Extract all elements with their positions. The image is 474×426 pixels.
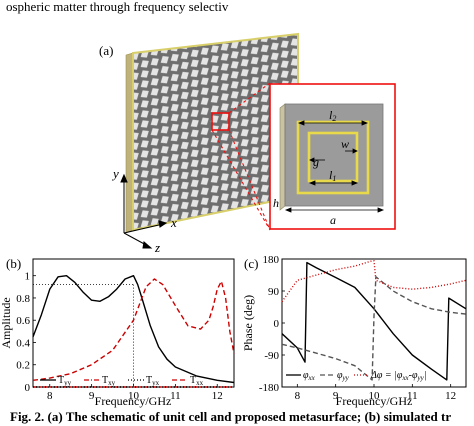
dim-label-w: w [341, 137, 349, 151]
y-tick-label: -90 [264, 350, 279, 362]
dim-label-g: g [313, 155, 319, 169]
y-tick-label: 90 [268, 286, 280, 298]
axis-triad [120, 173, 168, 249]
panel-a: (a) l2 g [99, 32, 396, 255]
y-tick-label: 0.2 [16, 360, 30, 372]
x-tick-label: 8 [295, 390, 301, 402]
inner-ring [307, 131, 359, 183]
x-tick-label: 12 [445, 390, 456, 402]
ylabel-c: Phase (deg) [241, 295, 255, 351]
y-tick-label: 0.6 [16, 315, 30, 327]
unit-cell-side [279, 103, 286, 211]
ylabel-b: Amplitude [0, 297, 13, 348]
panel-c-label: (c) [244, 256, 258, 271]
x-tick-label: 10 [369, 390, 381, 402]
panel-c: (c) 8 9 10 11 12 -180 -90 0 90 180 Phase (deg) Fr… [241, 254, 467, 408]
x-tick-label: 8 [47, 390, 53, 402]
series-line-yy [281, 276, 467, 381]
xlabel-c: Frequency/GHz [336, 394, 413, 408]
legend-b: Tyy Txy Tyx Txx [40, 375, 204, 387]
tick-group-b: 8 9 10 11 12 0 0.2 0.4 0.6 0.8 1 [16, 271, 223, 402]
series-line-xx [281, 261, 467, 381]
panel-b-label: (b) [6, 256, 21, 271]
panel-a-label: (a) [99, 43, 113, 58]
dim-w [345, 148, 358, 154]
slab-side [125, 52, 134, 234]
axis-label-x: x [170, 215, 177, 230]
outer-ring [296, 120, 370, 195]
xlabel-b: Frequency/GHz [95, 394, 172, 408]
legend-b-txy: Txy [102, 375, 116, 387]
caption-top-line: ospheric matter through frequency select… [6, 0, 229, 14]
y-tick-label: 0 [274, 318, 280, 330]
dim-l1 [308, 180, 359, 186]
zoom-connectors [211, 82, 271, 231]
series-line-xx [32, 278, 235, 381]
legend-b-tyy: Tyy [58, 375, 72, 387]
y-tick-label: 0.8 [16, 293, 30, 305]
x-tick-label: 12 [212, 390, 223, 402]
reference-lines-b [33, 284, 134, 387]
y-tick-label: 0.4 [16, 337, 30, 349]
y-tick-label: -180 [259, 382, 280, 394]
plot-frame-b [32, 258, 235, 388]
dim-label-l1: l1 [329, 168, 336, 183]
tick-group-c: 8 9 10 11 12 -180 -90 0 90 180 [259, 254, 456, 402]
dim-label-l2: l2 [329, 108, 336, 123]
series-line-yy [32, 275, 235, 384]
unit-cell-highlight [211, 112, 230, 131]
x-tick-label: 9 [333, 390, 339, 402]
series-group-c [281, 260, 467, 381]
dim-g [309, 157, 325, 163]
legend-b-tyx: Tyx [146, 375, 160, 387]
axis-label-y: y [111, 166, 119, 181]
y-tick-label: 180 [263, 254, 280, 266]
x-tick-label: 10 [128, 390, 140, 402]
dim-a [284, 207, 385, 213]
y-tick-label: 0 [25, 382, 31, 394]
legend-b-txx: Txx [190, 375, 204, 387]
x-tick-label: 11 [170, 390, 181, 402]
caption-bottom-line: Fig. 2. (a) The schematic of unit cell a… [10, 409, 452, 424]
series-group-b [32, 275, 235, 388]
axis-label-z: z [154, 240, 160, 255]
legend-c-delta: Δφ = |φxx-φyy| [370, 370, 427, 382]
legend-c: φxx φyy Δφ = |φxx-φyy| [286, 370, 427, 382]
series-line-delta [281, 260, 467, 303]
dim-label-h: h [273, 196, 279, 210]
legend-c-phixx: φxx [303, 370, 316, 382]
x-tick-label: 11 [407, 390, 418, 402]
dim-l2 [297, 120, 369, 126]
dim-label-a: a [330, 213, 336, 227]
x-tick-label: 9 [89, 390, 95, 402]
panel-b: (b) 8 9 10 11 12 0 0.2 0.4 0.6 0.8 1 Amplitude Fre… [0, 256, 235, 408]
y-tick-label: 1 [25, 271, 31, 283]
legend-c-phiyy: φyy [337, 370, 350, 382]
